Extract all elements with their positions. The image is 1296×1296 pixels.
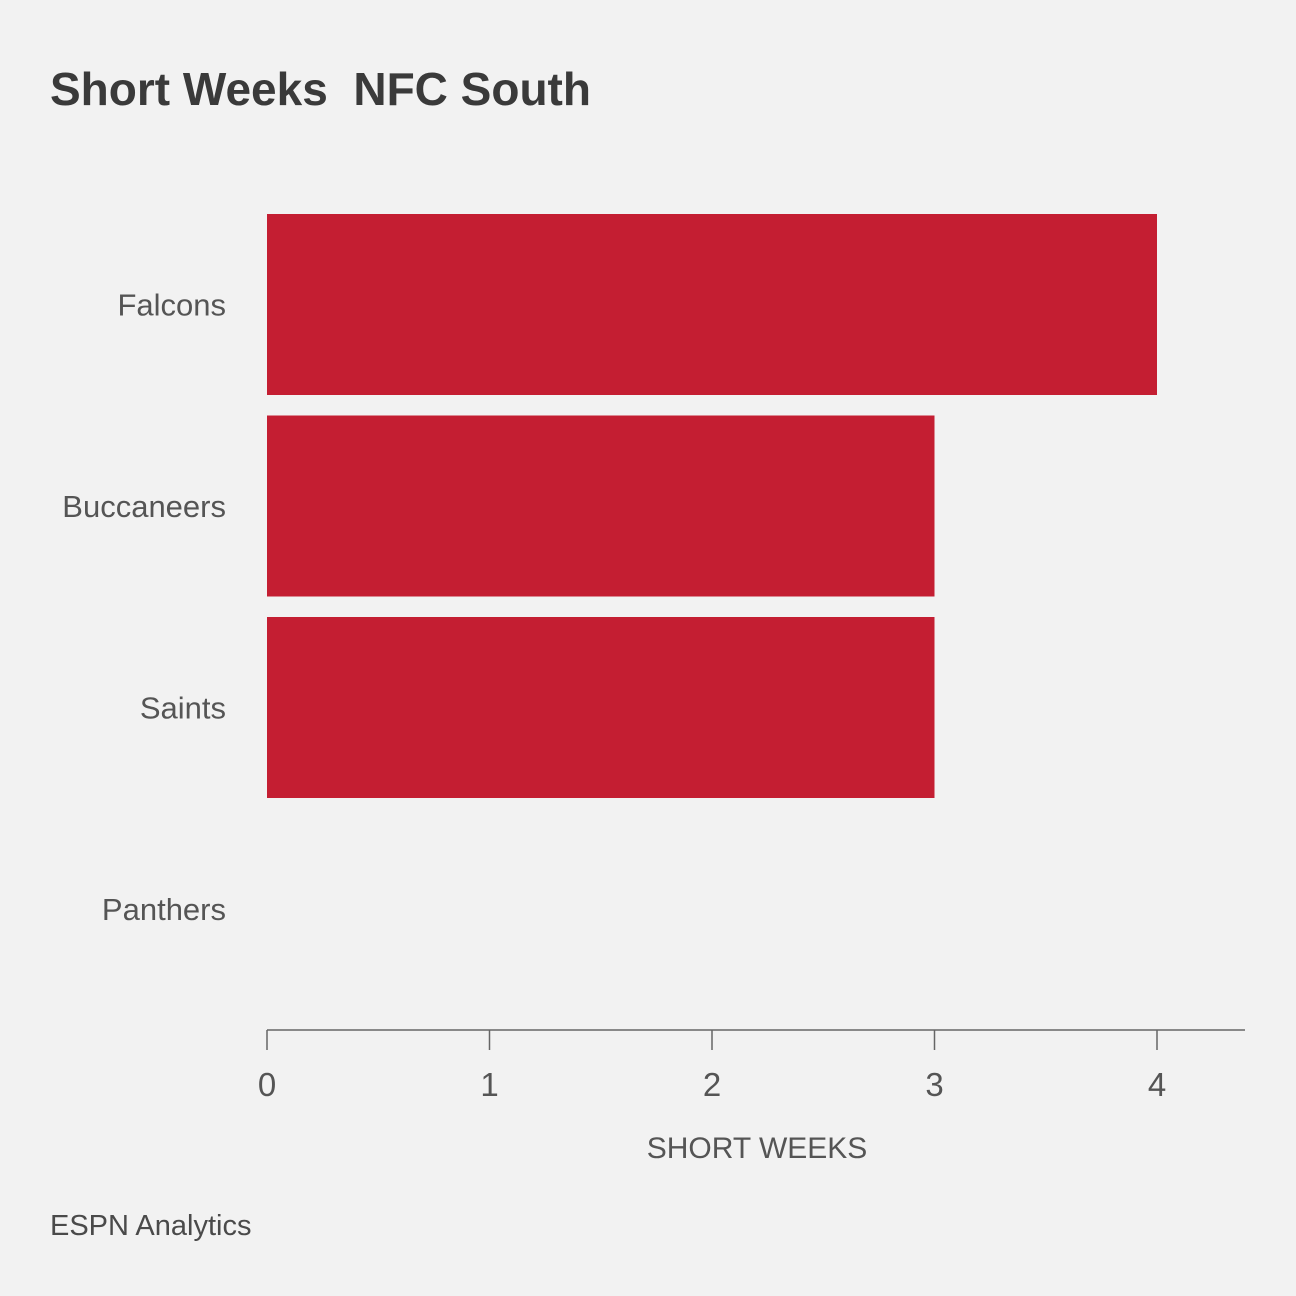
x-tick-label-3: 3 [925, 1066, 943, 1103]
x-tick-label-4: 4 [1148, 1066, 1166, 1103]
x-tick-label-0: 0 [258, 1066, 276, 1103]
chart-title: Short Weeks NFC South [50, 63, 591, 115]
category-label-panthers: Panthers [102, 892, 226, 927]
x-tick-label-1: 1 [480, 1066, 498, 1103]
x-axis-title: SHORT WEEKS [647, 1132, 868, 1165]
x-tick-label-2: 2 [703, 1066, 721, 1103]
category-label-saints: Saints [140, 691, 226, 726]
bar-buccaneers [267, 415, 935, 597]
bars-layer [267, 214, 1157, 798]
x-axis: 0 1 2 3 4 [258, 1029, 1245, 1103]
source-note: ESPN Analytics [50, 1210, 252, 1242]
bar-falcons [267, 214, 1157, 395]
bar-saints [267, 617, 935, 798]
category-label-falcons: Falcons [117, 288, 226, 323]
category-label-buccaneers: Buccaneers [62, 489, 226, 524]
category-labels: Falcons Buccaneers Saints Panthers [62, 288, 226, 928]
